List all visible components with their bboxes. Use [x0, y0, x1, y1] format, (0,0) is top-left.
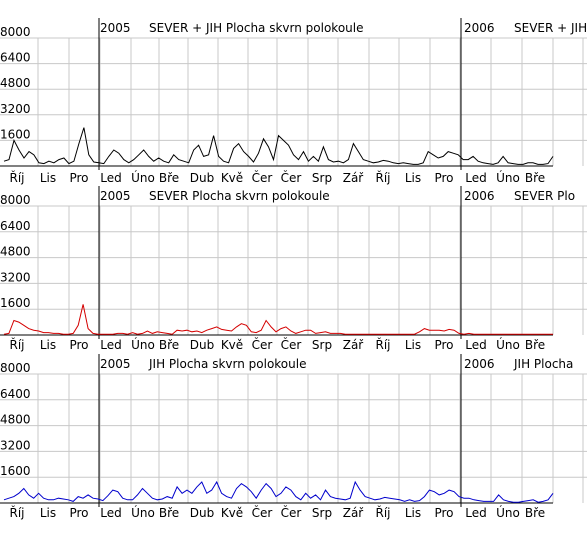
- x-tick-label: Pro: [434, 171, 453, 185]
- x-tick-label: Pro: [434, 506, 453, 520]
- y-tick-label: 3200: [0, 438, 31, 452]
- x-tick-label: Bře: [525, 171, 545, 185]
- x-tick-label: Bře: [159, 171, 179, 185]
- x-tick-label: Říj: [9, 505, 24, 520]
- x-tick-label: Dub: [190, 506, 214, 520]
- y-tick-label: 4800: [0, 76, 31, 90]
- x-tick-label: Čer: [281, 505, 302, 520]
- x-tick-label: Čer: [281, 337, 302, 352]
- panel-title-2006: SEVER + JIH: [514, 21, 587, 35]
- x-tick-label: Dub: [190, 338, 214, 352]
- x-tick-label: Lis: [405, 506, 421, 520]
- y-tick-label: 8000: [0, 193, 31, 207]
- x-tick-label: Zář: [343, 338, 365, 352]
- panel-year-2005: 2005: [100, 357, 131, 371]
- x-tick-label: Úno: [131, 337, 155, 352]
- x-tick-label: Led: [465, 506, 486, 520]
- y-tick-label: 1600: [0, 464, 31, 478]
- y-tick-label: 6400: [0, 219, 31, 233]
- x-tick-label: Bře: [525, 506, 545, 520]
- y-tick-label: 6400: [0, 51, 31, 65]
- x-tick-label: Zář: [343, 171, 365, 185]
- x-tick-label: Led: [100, 506, 121, 520]
- x-tick-label: Úno: [496, 505, 520, 520]
- x-tick-label: Čer: [252, 505, 273, 520]
- panel-year-2006: 2006: [464, 357, 495, 371]
- x-tick-label: Lis: [405, 338, 421, 352]
- x-tick-label: Pro: [69, 171, 88, 185]
- x-tick-label: Led: [100, 338, 121, 352]
- x-tick-label: Bře: [159, 338, 179, 352]
- x-tick-label: Říj: [9, 337, 24, 352]
- x-tick-label: Kvě: [221, 506, 243, 520]
- panel-year-2006: 2006: [464, 21, 495, 35]
- x-tick-label: Čer: [252, 170, 273, 185]
- panel-title: JIH Plocha skvrn polokoule: [148, 357, 306, 371]
- x-tick-label: Čer: [281, 170, 302, 185]
- x-tick-label: Kvě: [221, 338, 243, 352]
- x-tick-label: Srp: [312, 338, 332, 352]
- x-tick-label: Říj: [9, 170, 24, 185]
- series-line-panel-3: [3, 480, 554, 503]
- x-tick-label: Říj: [375, 505, 390, 520]
- x-tick-label: Kvě: [221, 171, 243, 185]
- panel-title: SEVER Plocha skvrn polokoule: [149, 189, 330, 203]
- y-tick-label: 4800: [0, 245, 31, 259]
- y-tick-label: 1600: [0, 296, 31, 310]
- x-tick-label: Lis: [40, 338, 56, 352]
- x-tick-label: Říj: [375, 170, 390, 185]
- panel-year-2005: 2005: [100, 21, 131, 35]
- x-tick-label: Pro: [69, 506, 88, 520]
- x-tick-label: Úno: [131, 505, 155, 520]
- x-tick-label: Čer: [252, 337, 273, 352]
- x-tick-label: Lis: [40, 506, 56, 520]
- x-tick-label: Úno: [496, 337, 520, 352]
- x-tick-label: Led: [465, 338, 486, 352]
- x-tick-label: Zář: [343, 506, 365, 520]
- x-tick-label: Lis: [405, 171, 421, 185]
- x-tick-label: Led: [100, 171, 121, 185]
- x-tick-label: Bře: [159, 506, 179, 520]
- x-tick-label: Dub: [190, 171, 214, 185]
- x-tick-label: Srp: [312, 171, 332, 185]
- panel-title-2006: SEVER Plo: [514, 189, 575, 203]
- y-tick-label: 3200: [0, 102, 31, 116]
- y-tick-label: 3200: [0, 270, 31, 284]
- x-tick-label: Pro: [434, 338, 453, 352]
- panel-title: SEVER + JIH Plocha skvrn polokoule: [149, 21, 363, 35]
- y-tick-label: 8000: [0, 25, 31, 39]
- panel-year-2006: 2006: [464, 189, 495, 203]
- x-tick-label: Úno: [131, 170, 155, 185]
- y-tick-label: 1600: [0, 127, 31, 141]
- panel-year-2005: 2005: [100, 189, 131, 203]
- y-tick-label: 6400: [0, 387, 31, 401]
- x-tick-label: Úno: [496, 170, 520, 185]
- x-tick-label: Říj: [375, 337, 390, 352]
- x-tick-label: Bře: [525, 338, 545, 352]
- x-tick-label: Srp: [312, 506, 332, 520]
- y-tick-label: 4800: [0, 413, 31, 427]
- series-line-panel-1: [3, 127, 554, 165]
- y-tick-label: 8000: [0, 361, 31, 375]
- panel-title-2006: JIH Plocha: [513, 357, 573, 371]
- x-tick-label: Pro: [69, 338, 88, 352]
- series-line-panel-2: [3, 304, 553, 335]
- x-tick-label: Lis: [40, 171, 56, 185]
- x-tick-label: Led: [465, 171, 486, 185]
